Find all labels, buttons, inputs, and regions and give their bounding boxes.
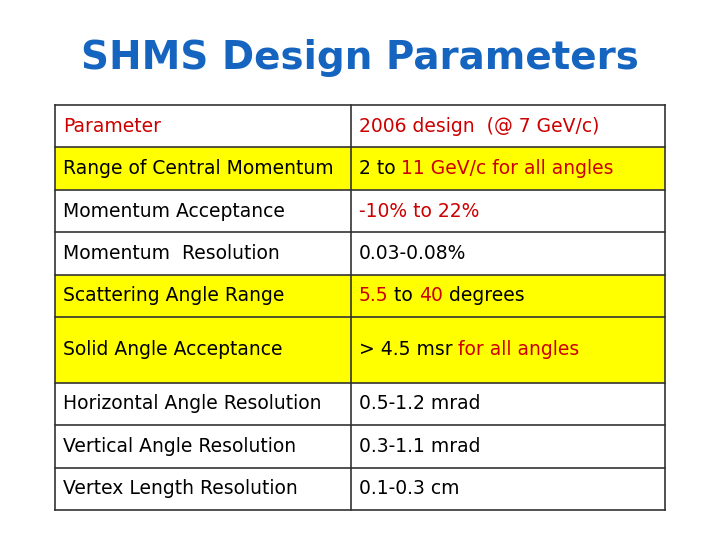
Bar — [55, 105, 665, 147]
Text: -10% to 22%: -10% to 22% — [359, 201, 480, 220]
Text: 0.5-1.2 mrad: 0.5-1.2 mrad — [359, 395, 480, 414]
Text: Vertical Angle Resolution: Vertical Angle Resolution — [63, 437, 296, 456]
Text: 11 GeV/c for all angles: 11 GeV/c for all angles — [402, 159, 614, 178]
Text: > 4.5 msr: > 4.5 msr — [359, 340, 459, 360]
Bar — [55, 147, 665, 190]
Text: 0.03-0.08%: 0.03-0.08% — [359, 244, 467, 263]
Bar — [55, 317, 665, 383]
Text: 2006 design  (@ 7 GeV/c): 2006 design (@ 7 GeV/c) — [359, 117, 599, 136]
Text: Momentum  Resolution: Momentum Resolution — [63, 244, 280, 263]
Text: Range of Central Momentum: Range of Central Momentum — [63, 159, 333, 178]
Text: Parameter: Parameter — [63, 117, 161, 136]
Text: Horizontal Angle Resolution: Horizontal Angle Resolution — [63, 395, 322, 414]
Text: Momentum Acceptance: Momentum Acceptance — [63, 201, 285, 220]
Text: 2 to: 2 to — [359, 159, 402, 178]
Text: degrees: degrees — [443, 286, 525, 305]
Bar — [55, 275, 665, 317]
Bar — [55, 468, 665, 510]
Text: Vertex Length Resolution: Vertex Length Resolution — [63, 480, 298, 498]
Text: 0.1-0.3 cm: 0.1-0.3 cm — [359, 480, 459, 498]
Text: Solid Angle Acceptance: Solid Angle Acceptance — [63, 340, 282, 360]
Text: 40: 40 — [419, 286, 443, 305]
Text: 5.5: 5.5 — [359, 286, 389, 305]
Bar — [55, 190, 665, 232]
Text: Scattering Angle Range: Scattering Angle Range — [63, 286, 284, 305]
Bar — [55, 425, 665, 468]
Text: to: to — [389, 286, 419, 305]
Bar — [55, 383, 665, 425]
Text: SHMS Design Parameters: SHMS Design Parameters — [81, 39, 639, 77]
Bar — [55, 232, 665, 275]
Text: 0.3-1.1 mrad: 0.3-1.1 mrad — [359, 437, 480, 456]
Text: for all angles: for all angles — [459, 340, 580, 360]
